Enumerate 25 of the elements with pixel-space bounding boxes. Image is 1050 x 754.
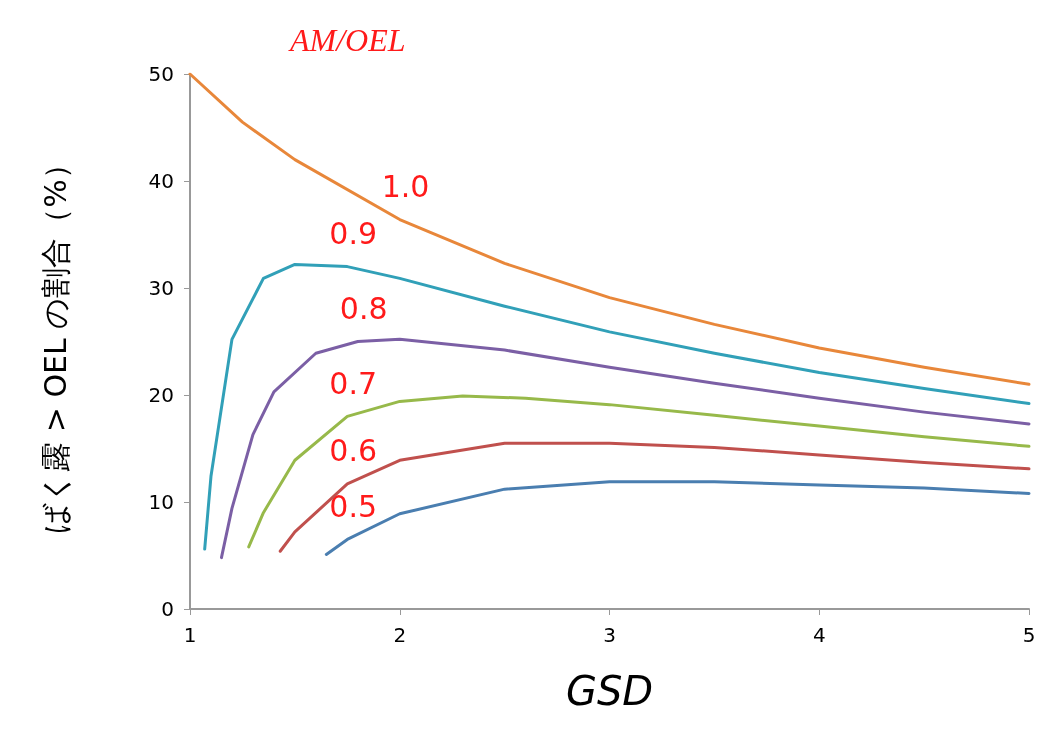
y-tick-label: 20 xyxy=(148,383,174,407)
line-series xyxy=(247,394,1031,549)
series-label: 0.9 xyxy=(329,216,378,252)
legend-title: AM/OEL xyxy=(288,22,406,58)
x-tick-label: 3 xyxy=(603,623,616,647)
x-tick-label: 5 xyxy=(1022,623,1036,647)
series-label: 0.8 xyxy=(339,291,388,326)
series-label: 1.0 xyxy=(381,169,430,205)
series-label: 0.7 xyxy=(329,365,378,401)
y-axis-title: ばく露 > OEL の割合（%） xyxy=(37,149,73,534)
y-tick-label: 10 xyxy=(148,490,174,514)
x-axis-title: GSD xyxy=(565,668,654,714)
x-tick-label: 1 xyxy=(183,623,197,647)
line-series xyxy=(219,337,1031,560)
y-tick-label: 30 xyxy=(148,276,174,300)
x-tick-label: 4 xyxy=(812,623,826,647)
y-tick-label: 50 xyxy=(148,62,174,86)
line-series xyxy=(203,262,1031,551)
x-tick-label: 2 xyxy=(393,623,407,647)
series-label: 0.6 xyxy=(329,433,378,469)
y-tick-label: 40 xyxy=(148,169,174,193)
line-series xyxy=(278,441,1031,553)
series-label: 0.5 xyxy=(329,488,378,524)
line-series xyxy=(324,480,1031,556)
y-tick-label: 0 xyxy=(161,597,174,621)
